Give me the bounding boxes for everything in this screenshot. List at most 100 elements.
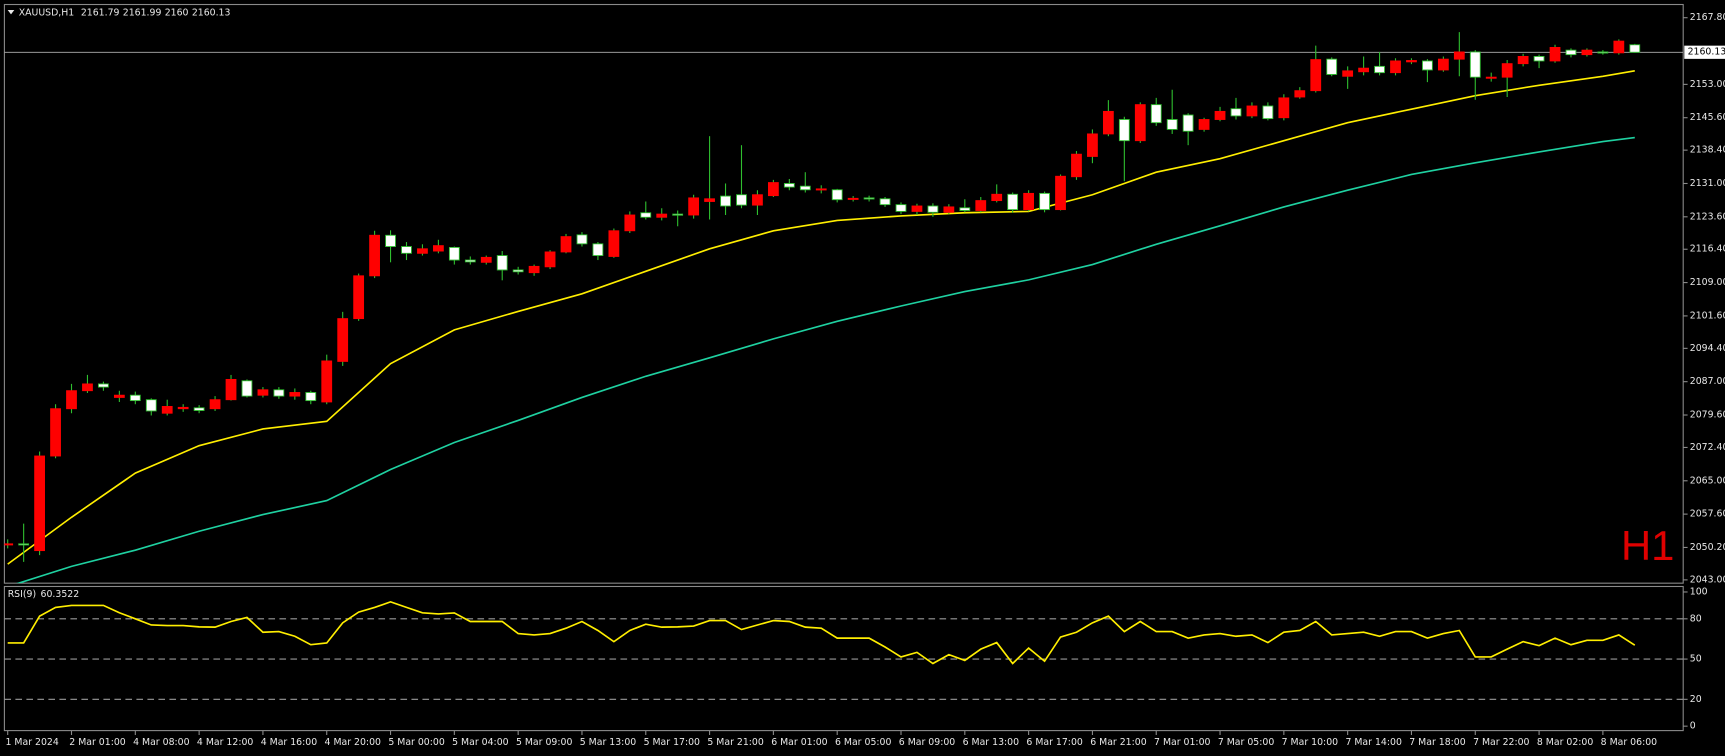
candle-body (161, 406, 173, 414)
candle-body (512, 269, 524, 273)
chart-header: XAUUSD,H1 2161.79 2161.99 2160 2160.13 (19, 7, 231, 18)
candle-body (82, 383, 93, 392)
candle-body (592, 243, 604, 256)
candle-body (688, 197, 700, 216)
rsi-y-tick-label: 80 (1690, 613, 1702, 624)
candle-body (1485, 76, 1497, 79)
candle-body (34, 455, 45, 552)
current-price-label: 2160.13 (1688, 47, 1725, 58)
candle-body (385, 234, 396, 247)
moving-average-line (15, 136, 1635, 584)
candle-body (1597, 51, 1609, 54)
x-tick-label: 6 Mar 01:00 (771, 737, 827, 748)
current-price-box (1684, 45, 1725, 59)
x-tick-label: 1 Mar 2024 (6, 737, 59, 748)
candle-body (911, 205, 923, 212)
candle-body (704, 198, 715, 202)
x-tick-label: 5 Mar 09:00 (516, 737, 572, 748)
candle-body (1262, 105, 1274, 120)
x-tick-label: 4 Mar 12:00 (197, 737, 253, 748)
y-tick-label: 2116.40 (1690, 244, 1725, 255)
x-tick-label: 4 Mar 08:00 (133, 737, 189, 748)
candle-body (1278, 97, 1290, 119)
rsi-pane (4, 601, 1684, 700)
y-tick-label: 2131.00 (1690, 178, 1725, 189)
candle-body (879, 198, 891, 206)
candle-body (1565, 49, 1577, 56)
candle-body (4, 543, 14, 546)
candle-body (783, 183, 795, 188)
x-tick-label: 6 Mar 05:00 (835, 737, 891, 748)
candle-body (433, 245, 444, 252)
candle-body (1102, 110, 1114, 135)
candle-body (847, 197, 859, 200)
candle-body (799, 185, 811, 191)
candle-body (1039, 192, 1050, 211)
y-tick-label: 2050.20 (1690, 542, 1725, 553)
rsi-y-tick-label: 100 (1690, 586, 1708, 597)
x-tick-label: 5 Mar 13:00 (580, 737, 636, 748)
candle-body (672, 213, 684, 216)
candle-body (608, 230, 620, 257)
candle-body (1118, 119, 1130, 142)
candle-body (1358, 67, 1369, 73)
y-tick-label: 2043.00 (1690, 574, 1725, 585)
candle-body (337, 318, 349, 362)
y-tick-label: 2057.60 (1690, 509, 1725, 520)
candle-body (1581, 49, 1593, 56)
x-tick-label: 8 Mar 06:00 (1601, 737, 1657, 748)
candle-body (1549, 46, 1561, 62)
close-price: 2160.13 (192, 7, 231, 18)
candle-body (1294, 90, 1306, 98)
y-tick-label: 2094.40 (1690, 343, 1725, 354)
candle-body (1007, 193, 1019, 211)
candle-body (1023, 192, 1035, 211)
candle-body (98, 383, 109, 388)
y-tick-label: 2167.80 (1690, 12, 1725, 23)
symbol-title: XAUUSD,H1 (19, 7, 75, 18)
x-tick-label: 7 Mar 10:00 (1282, 737, 1338, 748)
candle-body (193, 407, 205, 411)
y-tick-label: 2123.60 (1690, 211, 1725, 222)
candle-body (1230, 108, 1242, 117)
main-pane-frame (3, 3, 1684, 584)
candle-body (1182, 114, 1194, 132)
candle-body (305, 392, 317, 402)
candle-body (927, 205, 939, 213)
y-tick-label: 2153.00 (1690, 79, 1725, 90)
candle-body (18, 543, 30, 546)
candle-body (1055, 175, 1066, 211)
axes: 2167.80 2153.00 2145.60 2138.40 2131.00 2123.… (6, 12, 1725, 748)
x-tick-label: 8 Mar 02:00 (1537, 737, 1593, 748)
y-tick-label: 2145.60 (1690, 112, 1725, 123)
candle-body (369, 234, 380, 277)
x-tick-label: 7 Mar 14:00 (1345, 737, 1401, 748)
candle-body (895, 204, 907, 212)
candle-body (273, 389, 285, 397)
rsi-line (7, 601, 1636, 665)
candle-body (863, 197, 875, 200)
candle-body (496, 255, 508, 271)
candle-body (1246, 105, 1258, 117)
candle-body (831, 189, 843, 201)
x-tick-label: 7 Mar 05:00 (1218, 737, 1274, 748)
y-tick-label: 2087.00 (1690, 376, 1725, 387)
candle-body (1326, 58, 1338, 75)
candle-body (241, 380, 253, 397)
y-tick-label: 2079.60 (1690, 410, 1725, 421)
candle-body (576, 234, 588, 245)
candle-body (66, 390, 77, 410)
x-tick-label: 5 Mar 00:00 (388, 737, 444, 748)
main-pane (4, 32, 1684, 584)
candle-body (464, 259, 476, 263)
candle-body (736, 194, 747, 206)
x-tick-label: 7 Mar 18:00 (1409, 737, 1465, 748)
overlay: XAUUSD,H1 2161.79 2161.99 2160 2160.13 RSI(9… (7, 7, 1674, 600)
timeframe-label: H1 (1621, 522, 1674, 569)
candle-body (257, 389, 269, 396)
candle-body (943, 206, 955, 213)
candle-body (1150, 104, 1162, 124)
candle-body (720, 195, 731, 207)
candle-body (752, 194, 763, 206)
